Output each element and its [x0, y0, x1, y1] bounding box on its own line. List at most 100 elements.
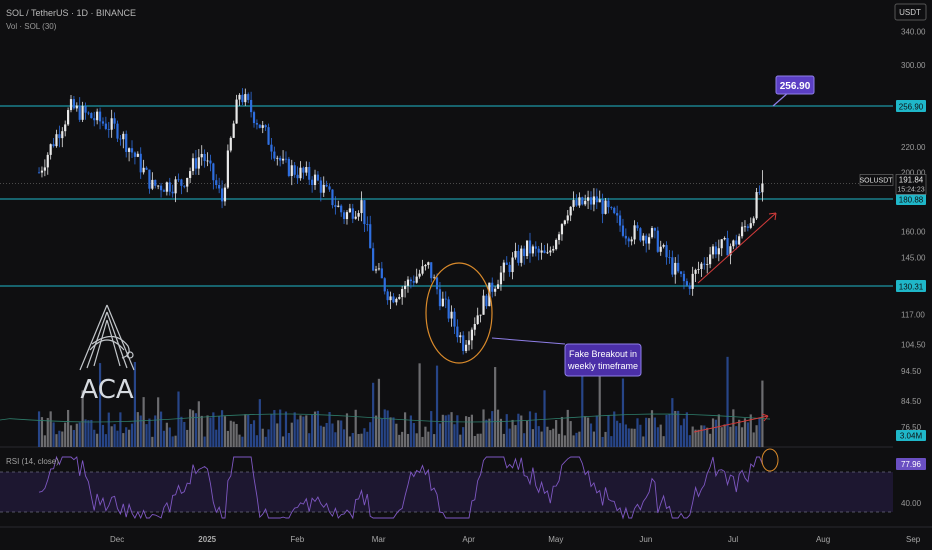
volume-bar: [293, 412, 296, 447]
candle-body: [584, 200, 587, 205]
x-tick-label: Jul: [728, 535, 738, 544]
volume-bar: [752, 432, 755, 447]
volume-bar: [438, 423, 442, 447]
volume-bar: [276, 423, 279, 447]
candle-body: [746, 226, 749, 228]
volume-bar: [52, 422, 55, 447]
candle-body: [740, 226, 744, 237]
candle-body: [148, 169, 151, 189]
volume-bar: [226, 430, 229, 447]
volume-bar: [206, 415, 209, 447]
target-label: 256.90: [780, 81, 811, 92]
volume-bar: [215, 429, 218, 447]
volume-bar: [209, 417, 212, 447]
candle-body: [189, 171, 192, 178]
volume-bar: [435, 365, 439, 447]
candle-body: [520, 248, 523, 263]
candle-body: [473, 324, 476, 330]
candle-body: [342, 212, 346, 220]
volume-bar: [168, 427, 171, 447]
volume-bar: [162, 430, 166, 447]
volume-bar: [540, 431, 543, 447]
candle-body: [308, 166, 311, 180]
volume-bar: [630, 428, 633, 447]
volume-bar: [255, 435, 259, 447]
candle-body: [729, 246, 732, 256]
candle-body: [218, 184, 221, 189]
candle-body: [87, 112, 90, 114]
candle-body: [319, 180, 322, 193]
volume-bar: [525, 420, 529, 447]
candle-body: [122, 133, 125, 140]
volume-bar: [395, 423, 398, 447]
candle-body: [598, 199, 601, 203]
volume-bar: [441, 414, 444, 447]
aca-logo: ACA: [62, 300, 152, 410]
volume-title[interactable]: Vol · SOL (30): [6, 22, 57, 31]
volume-bar: [136, 412, 139, 447]
candle-body: [645, 235, 648, 244]
candle-body: [279, 157, 282, 161]
volume-bar: [709, 433, 712, 447]
candle-body: [531, 246, 534, 254]
volume-bar: [183, 421, 186, 447]
candle-body: [415, 276, 418, 283]
candle-body: [685, 281, 688, 286]
volume-bar: [241, 436, 244, 447]
volume-bar: [563, 435, 566, 447]
candle-body: [174, 179, 177, 194]
candle-body: [113, 118, 116, 124]
candle-body: [671, 257, 674, 275]
volume-ma-line: [0, 413, 771, 423]
volume-bar: [316, 410, 320, 447]
volume-bar: [427, 431, 430, 447]
symbol-title[interactable]: SOL / TetherUS · 1D · BINANCE: [6, 8, 137, 18]
volume-bar: [430, 411, 433, 447]
volume-bar: [517, 413, 520, 447]
candle-body: [537, 248, 540, 253]
volume-bar: [508, 428, 511, 447]
volume-bar: [502, 433, 505, 447]
candle-body: [75, 105, 78, 109]
candle-body: [627, 238, 630, 242]
volume-bar: [633, 428, 636, 447]
candle-body: [366, 224, 369, 225]
volume-bar: [313, 411, 317, 447]
candle-body: [264, 125, 267, 128]
candle-body: [345, 212, 349, 220]
candle-body: [258, 124, 261, 128]
volume-bar: [543, 390, 546, 447]
candle-body: [592, 196, 596, 205]
volume-bar: [337, 420, 340, 447]
volume-bar: [613, 411, 616, 447]
annotation-line-1: Fake Breakout in: [569, 349, 637, 359]
candle-body: [636, 225, 639, 229]
volume-bar: [244, 414, 247, 447]
volume-bar: [90, 419, 93, 447]
volume-bar: [250, 423, 253, 447]
candle-body: [441, 298, 444, 307]
candle-body: [325, 184, 328, 187]
volume-bar: [581, 346, 584, 447]
candle-body: [607, 200, 610, 208]
candle-body: [316, 174, 320, 181]
volume-bar: [148, 418, 151, 447]
candle-body: [101, 121, 105, 124]
candle-body: [43, 167, 46, 171]
volume-bar: [592, 431, 596, 447]
volume-bar: [229, 420, 232, 447]
candle-body: [758, 192, 761, 193]
candle-body: [136, 153, 139, 157]
volume-bar: [740, 427, 744, 447]
volume-bar: [459, 434, 462, 447]
candle-body: [212, 163, 215, 181]
volume-bar: [720, 427, 723, 447]
candle-body: [401, 289, 404, 298]
volume-bar: [174, 435, 177, 447]
candle-body: [679, 271, 683, 274]
candle-body: [171, 191, 174, 194]
volume-bar: [499, 418, 503, 447]
candle-body: [331, 189, 334, 206]
level-label-2: 130.31: [899, 283, 924, 292]
